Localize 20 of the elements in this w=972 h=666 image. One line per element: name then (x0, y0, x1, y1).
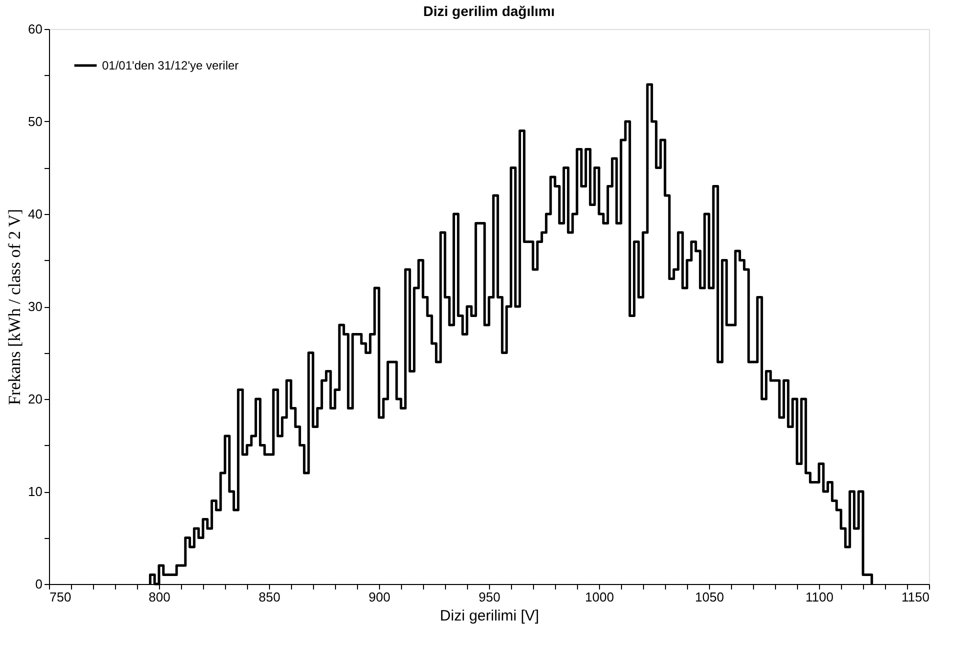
y-tick-label: 20 (28, 392, 42, 406)
y-tick-label: 0 (35, 576, 42, 592)
y-tick-label: 30 (28, 299, 42, 314)
chart-title: Dizi gerilim dağılımı (423, 3, 555, 19)
y-axis-title: Frekans [kWh / class of 2 V] (5, 208, 24, 406)
y-tick-label: 40 (28, 206, 42, 222)
x-tick-label: 1100 (806, 590, 834, 604)
x-tick-label: 1150 (902, 590, 930, 604)
x-tick-label: 1000 (585, 590, 614, 604)
x-tick-label: 950 (478, 590, 500, 604)
x-tick-label: 1050 (695, 590, 724, 604)
y-tick-label: 60 (28, 22, 42, 36)
x-tick-label: 800 (148, 590, 170, 604)
legend-label: 01/01'den 31/12'ye veriler (102, 58, 239, 72)
x-tick-label: 850 (258, 590, 280, 604)
y-tick-label: 10 (28, 484, 42, 499)
x-tick-label: 900 (368, 590, 390, 604)
x-axis-title: Dizi gerilimi [V] (440, 608, 540, 624)
x-tick-label: 750 (50, 590, 72, 604)
y-tick-label: 50 (28, 114, 42, 129)
